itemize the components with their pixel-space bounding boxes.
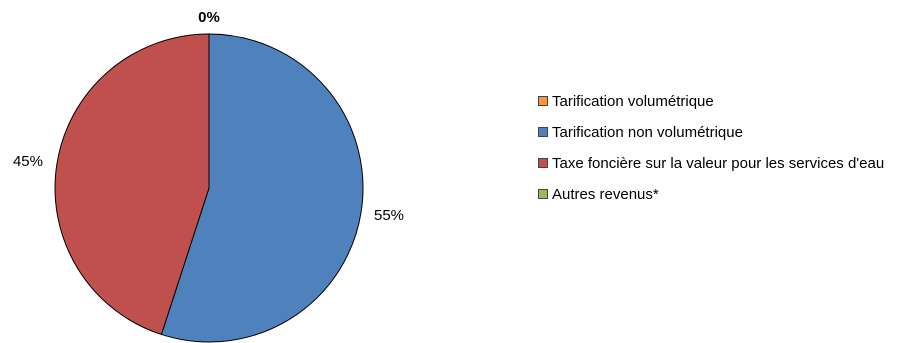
pie-slice-taxe-fonciere-sur-la-valeur-pour-les-services-d-eau	[54, 33, 210, 336]
data-label-tarification-non-volumetrique: 55%	[374, 207, 404, 224]
legend-label: Tarification non volumétrique	[552, 123, 743, 141]
legend-label: Autres revenus*	[552, 185, 659, 203]
legend-item-autres-revenus: Autres revenus*	[538, 185, 884, 203]
legend-item-tarification-volumetrique: Tarification volumétrique	[538, 92, 884, 110]
legend-swatch	[538, 189, 548, 199]
pie-slice-tarification-non-volumetrique	[160, 33, 364, 343]
legend-item-taxe-fonciere: Taxe foncière sur la valeur pour les ser…	[538, 154, 884, 172]
legend-swatch	[538, 96, 548, 106]
data-label-tarification-volumetrique: 0%	[198, 9, 220, 26]
legend-swatch	[538, 127, 548, 137]
legend: Tarification volumétrique Tarification n…	[538, 92, 884, 216]
legend-label: Taxe foncière sur la valeur pour les ser…	[552, 154, 885, 172]
pie-slices	[54, 33, 364, 343]
legend-label: Tarification volumétrique	[552, 92, 714, 110]
pie-data-labels: 0% 55% 45%	[13, 9, 404, 224]
legend-swatch	[538, 158, 548, 168]
data-label-taxe-fonciere-sur-la-valeur-pour-les-services-d-eau: 45%	[13, 153, 43, 170]
legend-item-tarification-non-volumetrique: Tarification non volumétrique	[538, 123, 884, 141]
